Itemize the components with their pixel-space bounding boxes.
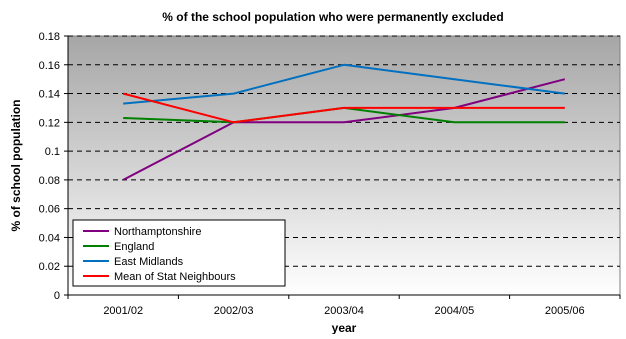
y-tick-label: 0.1 xyxy=(45,146,60,158)
y-tick-label: 0.08 xyxy=(39,175,60,187)
y-tick-label: 0.06 xyxy=(39,204,60,216)
series-line-0 xyxy=(122,78,566,181)
legend-label: England xyxy=(114,241,154,253)
series-line-2 xyxy=(123,63,565,105)
legend: Northamptonshire England East Midlands Mean… xyxy=(72,219,286,287)
y-tick-label: 0.16 xyxy=(39,60,60,72)
y-tick-label: 0 xyxy=(54,290,60,302)
x-tick-label: 2005/06 xyxy=(545,305,585,317)
x-axis-title: year xyxy=(332,321,357,334)
chart-title: % of the school population who were perm… xyxy=(162,10,503,24)
x-tick-label: 2002/03 xyxy=(214,305,254,317)
y-tick-label: 0.02 xyxy=(39,261,60,273)
x-tick-label: 2001/02 xyxy=(103,305,143,317)
x-tick-label: 2004/05 xyxy=(435,305,475,317)
legend-label: Mean of Stat Neighbours xyxy=(114,271,236,283)
x-tick-label: 2003/04 xyxy=(324,305,364,317)
y-tick-label: 0.18 xyxy=(39,31,60,43)
series-lines xyxy=(122,63,566,181)
legend-label: Northamptonshire xyxy=(114,226,201,238)
y-tick-label: 0.12 xyxy=(39,117,60,129)
series-line-3 xyxy=(122,92,565,124)
legend-label: East Midlands xyxy=(114,256,184,268)
axes: 0 0.02 0.04 0.06 0.08 0.1 0.12 0.14 0.16 0.18 2001… xyxy=(39,31,621,317)
y-tick-label: 0.04 xyxy=(39,232,60,244)
y-axis-title: % of school population xyxy=(9,100,23,232)
y-tick-label: 0.14 xyxy=(39,89,60,101)
